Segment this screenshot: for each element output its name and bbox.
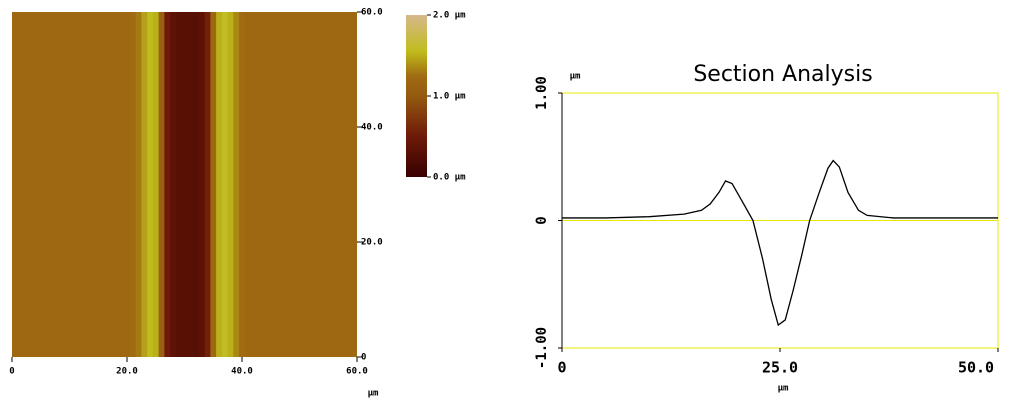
height-image xyxy=(9,12,360,357)
height-column xyxy=(210,12,216,357)
y-tick-label: -1.00 xyxy=(534,327,550,369)
height-column xyxy=(84,12,90,357)
height-column xyxy=(124,12,130,357)
height-column xyxy=(314,12,320,357)
height-column xyxy=(228,12,234,357)
height-column xyxy=(239,12,245,357)
height-column xyxy=(90,12,96,357)
height-column xyxy=(61,12,67,357)
height-column xyxy=(251,12,257,357)
height-column xyxy=(297,12,303,357)
height-column xyxy=(199,12,205,357)
x-axis-label: μm xyxy=(368,389,379,399)
height-column xyxy=(49,12,55,357)
height-column xyxy=(274,12,280,357)
height-column xyxy=(291,12,297,357)
height-column xyxy=(107,12,113,357)
height-column xyxy=(113,12,119,357)
height-column xyxy=(320,12,326,357)
height-column xyxy=(285,12,291,357)
height-column xyxy=(26,12,32,357)
height-column xyxy=(343,12,349,357)
colorbar xyxy=(406,15,427,177)
height-column xyxy=(9,12,15,357)
x-tick-label: 20.0 xyxy=(116,367,138,377)
section-line xyxy=(562,161,998,325)
height-column xyxy=(95,12,101,357)
height-column xyxy=(136,12,142,357)
y-tick-label: 20.0 xyxy=(361,238,383,248)
height-column xyxy=(164,12,170,357)
height-column xyxy=(348,12,354,357)
height-column xyxy=(72,12,78,357)
height-column xyxy=(216,12,222,357)
height-column xyxy=(101,12,107,357)
height-column xyxy=(130,12,136,357)
height-column xyxy=(159,12,165,357)
x-tick-label: 60.0 xyxy=(346,367,368,377)
y-tick-label: 60.0 xyxy=(361,8,383,18)
figure: μm Section Analysis μm μm 0 20.0 40.0 60.0 0… xyxy=(0,0,1012,400)
height-column xyxy=(222,12,228,357)
x-tick-label: 0 xyxy=(557,359,566,377)
colorbar-tick-label: 0.0 μm xyxy=(433,173,466,183)
height-column xyxy=(279,12,285,357)
height-column xyxy=(176,12,182,357)
height-column xyxy=(170,12,176,357)
height-column xyxy=(256,12,262,357)
y-tick-label: 0 xyxy=(361,353,366,363)
y-tick-label: 0 xyxy=(534,216,550,224)
height-column xyxy=(331,12,337,357)
height-column xyxy=(38,12,44,357)
height-column xyxy=(354,12,360,357)
y-axis-label: μm xyxy=(570,72,581,82)
height-column xyxy=(308,12,314,357)
height-column xyxy=(78,12,84,357)
height-column xyxy=(302,12,308,357)
height-column xyxy=(182,12,188,357)
y-tick-label: 1.00 xyxy=(534,76,550,110)
x-tick-label: 40.0 xyxy=(231,367,253,377)
height-column xyxy=(118,12,124,357)
height-column xyxy=(245,12,251,357)
x-tick-label: 25.0 xyxy=(762,359,798,377)
height-column xyxy=(15,12,21,357)
height-column xyxy=(233,12,239,357)
height-column xyxy=(193,12,199,357)
x-tick-label: 50.0 xyxy=(958,359,994,377)
height-column xyxy=(262,12,268,357)
height-column xyxy=(141,12,147,357)
x-tick-label: 0 xyxy=(9,367,14,377)
height-column xyxy=(187,12,193,357)
colorbar-tick-label: 2.0 μm xyxy=(433,11,466,21)
height-column xyxy=(44,12,50,357)
chart-title: Section Analysis xyxy=(693,62,872,87)
height-column xyxy=(325,12,331,357)
height-column xyxy=(21,12,27,357)
height-column xyxy=(55,12,61,357)
x-axis-label: μm xyxy=(778,384,789,394)
height-column xyxy=(32,12,38,357)
height-column xyxy=(153,12,159,357)
height-column xyxy=(67,12,73,357)
height-column xyxy=(268,12,274,357)
height-column xyxy=(205,12,211,357)
height-column xyxy=(337,12,343,357)
colorbar-tick-label: 1.0 μm xyxy=(433,92,466,102)
page: μm Section Analysis μm μm 0 20.0 40.0 60.0 0… xyxy=(0,0,1012,400)
height-column xyxy=(147,12,153,357)
y-tick-label: 40.0 xyxy=(361,123,383,133)
